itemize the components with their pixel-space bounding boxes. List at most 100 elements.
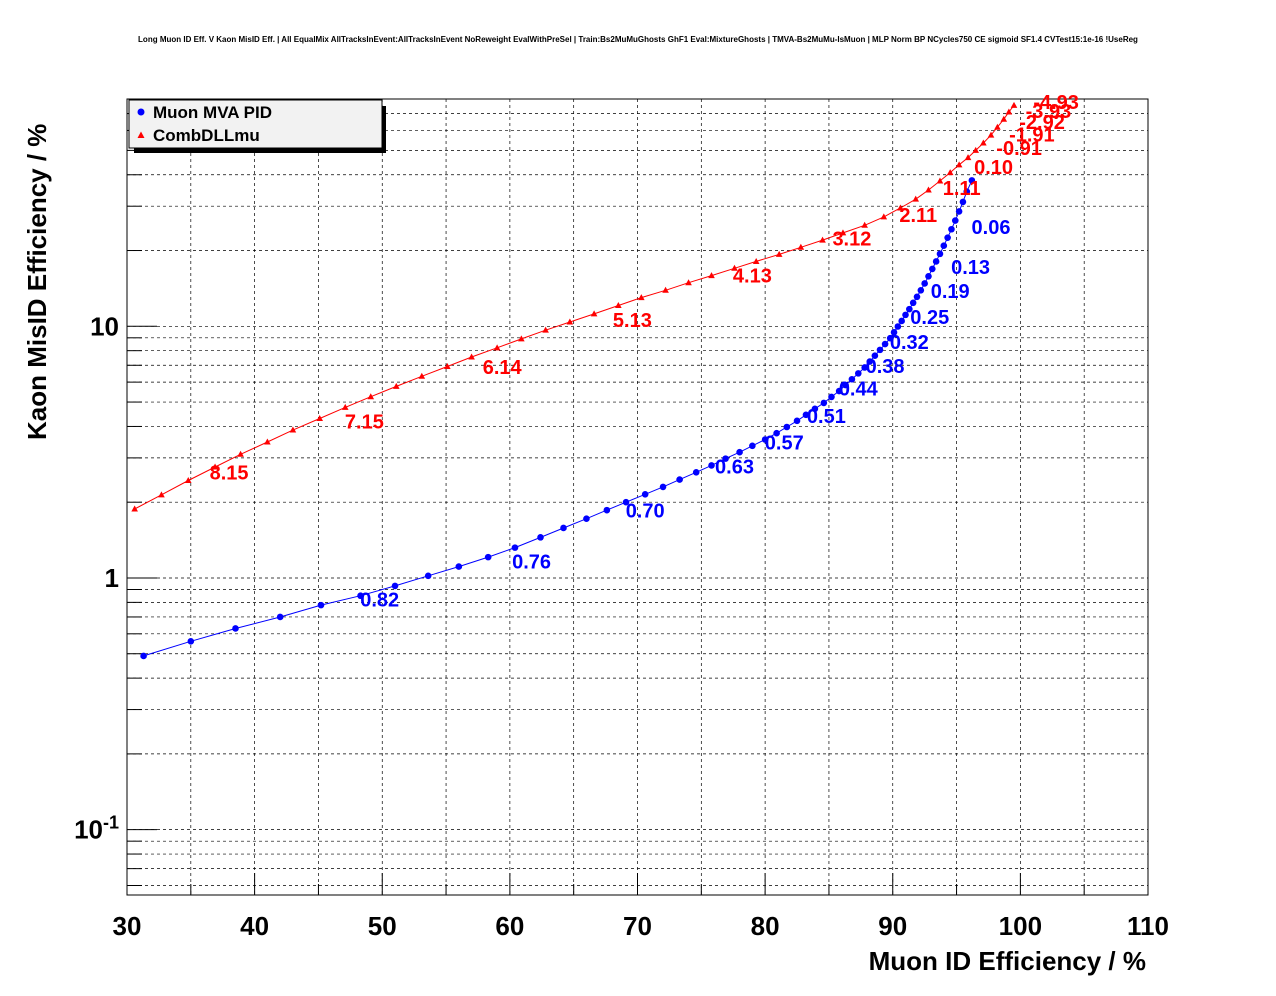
data-point-muon-mva-pid <box>537 534 544 541</box>
data-point-muon-mva-pid <box>424 572 432 580</box>
cut-label-combdllmu: -3.93 <box>1026 101 1072 123</box>
data-point-combdllmu <box>158 491 165 498</box>
data-point-muon-mva-pid <box>876 346 884 354</box>
data-point-muon-mva-pid <box>835 387 843 395</box>
data-point-combdllmu <box>264 438 271 445</box>
y-tick-label: 10 <box>90 311 119 341</box>
data-point-combdllmu <box>184 476 192 483</box>
cut-label-muon-mva-pid: 0.32 <box>890 332 929 354</box>
data-point-muon-mva-pid <box>484 553 492 561</box>
data-point-combdllmu <box>972 146 980 153</box>
data-point-muon-mva-pid <box>894 323 902 330</box>
data-point-muon-mva-pid <box>811 405 819 413</box>
data-point-muon-mva-pid <box>317 601 325 609</box>
data-point-combdllmu <box>1005 108 1013 115</box>
cut-label-combdllmu: -2.92 <box>1019 112 1065 134</box>
data-point-combdllmu <box>131 505 138 512</box>
cut-label-combdllmu: 3.12 <box>832 229 871 251</box>
series-line-combdllmu <box>134 104 1015 510</box>
y-tick-base: 10 <box>74 815 103 845</box>
data-point-combdllmu <box>316 415 324 422</box>
cut-label-combdllmu: -0.91 <box>996 138 1042 160</box>
data-point-muon-mva-pid <box>917 286 925 294</box>
data-point-combdllmu <box>980 139 987 146</box>
data-point-muon-mva-pid <box>871 352 879 360</box>
data-point-combdllmu <box>392 382 400 389</box>
axis-ticks <box>126 98 1149 895</box>
x-tick-label: 50 <box>368 911 397 941</box>
cut-label-muon-mva-pid: 0.06 <box>972 217 1011 239</box>
data-point-muon-mva-pid <box>921 280 928 287</box>
y-tick-base: 1 <box>105 563 119 593</box>
data-point-muon-mva-pid <box>913 293 921 301</box>
data-point-muon-mva-pid <box>820 399 828 407</box>
data-point-combdllmu <box>289 426 297 433</box>
y-tick-exponent: -1 <box>103 813 119 833</box>
data-point-combdllmu <box>731 264 738 271</box>
data-point-muon-mva-pid <box>722 455 729 462</box>
data-point-muon-mva-pid <box>603 506 611 514</box>
data-point-muon-mva-pid <box>898 317 905 325</box>
data-point-combdllmu <box>936 177 944 184</box>
data-point-combdllmu <box>752 257 760 264</box>
data-point-combdllmu <box>211 463 219 470</box>
data-point-muon-mva-pid <box>881 340 889 348</box>
data-point-combdllmu <box>994 123 1001 130</box>
data-point-combdllmu <box>912 195 920 202</box>
data-point-combdllmu <box>797 243 805 250</box>
data-point-muon-mva-pid <box>842 381 849 389</box>
x-tick-label: 40 <box>240 911 269 941</box>
data-point-muon-mva-pid <box>948 225 955 233</box>
data-point-muon-mva-pid <box>761 436 769 443</box>
data-point-combdllmu <box>1000 115 1008 122</box>
data-point-combdllmu <box>341 403 349 410</box>
cut-label-muon-mva-pid: 0.38 <box>866 356 905 378</box>
data-point-muon-mva-pid <box>890 329 898 336</box>
data-point-combdllmu <box>1010 101 1018 108</box>
data-point-combdllmu <box>897 204 904 211</box>
series-line-muon-mva-pid <box>143 180 973 657</box>
cut-label-muon-mva-pid: 0.44 <box>839 379 879 401</box>
data-point-muon-mva-pid <box>793 417 801 425</box>
data-point-combdllmu <box>518 335 525 342</box>
series-layer <box>131 101 1018 660</box>
cut-label-combdllmu: 8.15 <box>210 463 249 485</box>
legend: Muon MVA PID CombDLLmu <box>128 99 386 153</box>
cut-label-combdllmu: 1.11 <box>943 178 981 200</box>
data-point-muon-mva-pid <box>749 442 756 450</box>
data-point-muon-mva-pid <box>692 468 700 476</box>
data-point-muon-mva-pid <box>951 217 959 224</box>
x-tick-label: 90 <box>878 911 907 941</box>
cut-label-combdllmu: 0.10 <box>974 157 1013 179</box>
cut-label-combdllmu: 2.11 <box>899 205 937 227</box>
cut-label-combdllmu: 6.14 <box>483 357 523 379</box>
cut-label-combdllmu: -1.91 <box>1009 125 1055 147</box>
x-tick-label: 110 <box>1127 911 1169 941</box>
x-tick-label: 70 <box>623 911 652 941</box>
data-point-muon-mva-pid <box>357 592 364 600</box>
data-point-combdllmu <box>861 221 868 228</box>
data-point-combdllmu <box>468 353 475 360</box>
cut-label-muon-mva-pid: 0.63 <box>715 457 754 479</box>
data-point-muon-mva-pid <box>936 250 944 258</box>
data-point-muon-mva-pid <box>902 311 909 319</box>
data-point-muon-mva-pid <box>909 299 917 307</box>
data-point-combdllmu <box>237 450 244 457</box>
data-point-muon-mva-pid <box>968 177 976 184</box>
data-point-muon-mva-pid <box>866 358 874 365</box>
cut-label-muon-mva-pid: 0.51 <box>807 406 846 428</box>
data-point-combdllmu <box>493 344 501 351</box>
data-point-combdllmu <box>590 310 598 317</box>
cut-label-combdllmu: 5.13 <box>613 310 652 332</box>
data-point-muon-mva-pid <box>886 334 894 342</box>
data-point-combdllmu <box>542 326 549 333</box>
data-point-combdllmu <box>418 372 426 379</box>
legend-marker-combdllmu <box>137 131 145 138</box>
data-point-muon-mva-pid <box>955 208 963 215</box>
data-point-muon-mva-pid <box>783 423 791 431</box>
data-point-combdllmu <box>955 161 963 168</box>
data-point-muon-mva-pid <box>187 638 195 645</box>
data-point-muon-mva-pid <box>641 491 649 498</box>
